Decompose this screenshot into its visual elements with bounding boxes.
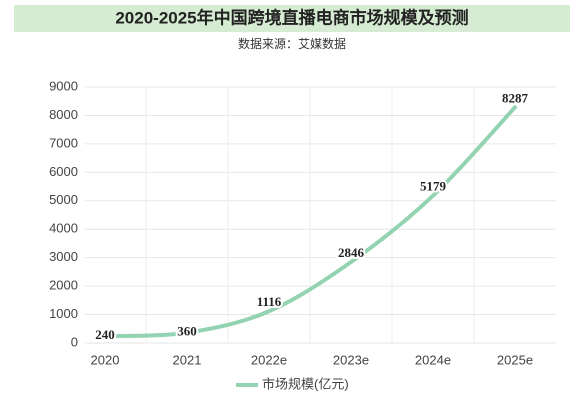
y-tick-label: 9000 bbox=[49, 78, 78, 93]
x-tick-label: 2021 bbox=[173, 352, 202, 367]
y-tick-label: 5000 bbox=[49, 192, 78, 207]
data-label: 1116 bbox=[257, 294, 282, 309]
title-banner bbox=[14, 5, 570, 32]
y-tick-label: 0 bbox=[71, 334, 78, 349]
data-label: 8287 bbox=[502, 90, 529, 105]
chart-title: 2020-2025年中国跨境直播电商市场规模及预测 bbox=[115, 7, 468, 27]
x-tick-label: 2025e bbox=[497, 352, 533, 367]
legend-label: 市场规模(亿元) bbox=[262, 376, 349, 391]
y-tick-label: 4000 bbox=[49, 221, 78, 236]
line-series bbox=[103, 105, 517, 339]
y-tick-label: 8000 bbox=[49, 107, 78, 122]
x-tick-label: 2020 bbox=[91, 352, 120, 367]
x-tick-label: 2023e bbox=[333, 352, 369, 367]
data-label: 5179 bbox=[420, 179, 447, 194]
x-tick-label: 2022e bbox=[251, 352, 287, 367]
data-label: 360 bbox=[177, 324, 197, 339]
y-tick-label: 2000 bbox=[49, 278, 78, 293]
data-label: 2846 bbox=[338, 245, 365, 260]
y-tick-label: 7000 bbox=[49, 135, 78, 150]
x-tick-label: 2024e bbox=[415, 352, 451, 367]
y-tick-label: 1000 bbox=[49, 306, 78, 321]
data-label: 240 bbox=[95, 327, 115, 342]
y-tick-label: 3000 bbox=[49, 249, 78, 264]
chart-subtitle: 数据来源：艾媒数据 bbox=[238, 36, 346, 51]
y-tick-label: 6000 bbox=[49, 164, 78, 179]
